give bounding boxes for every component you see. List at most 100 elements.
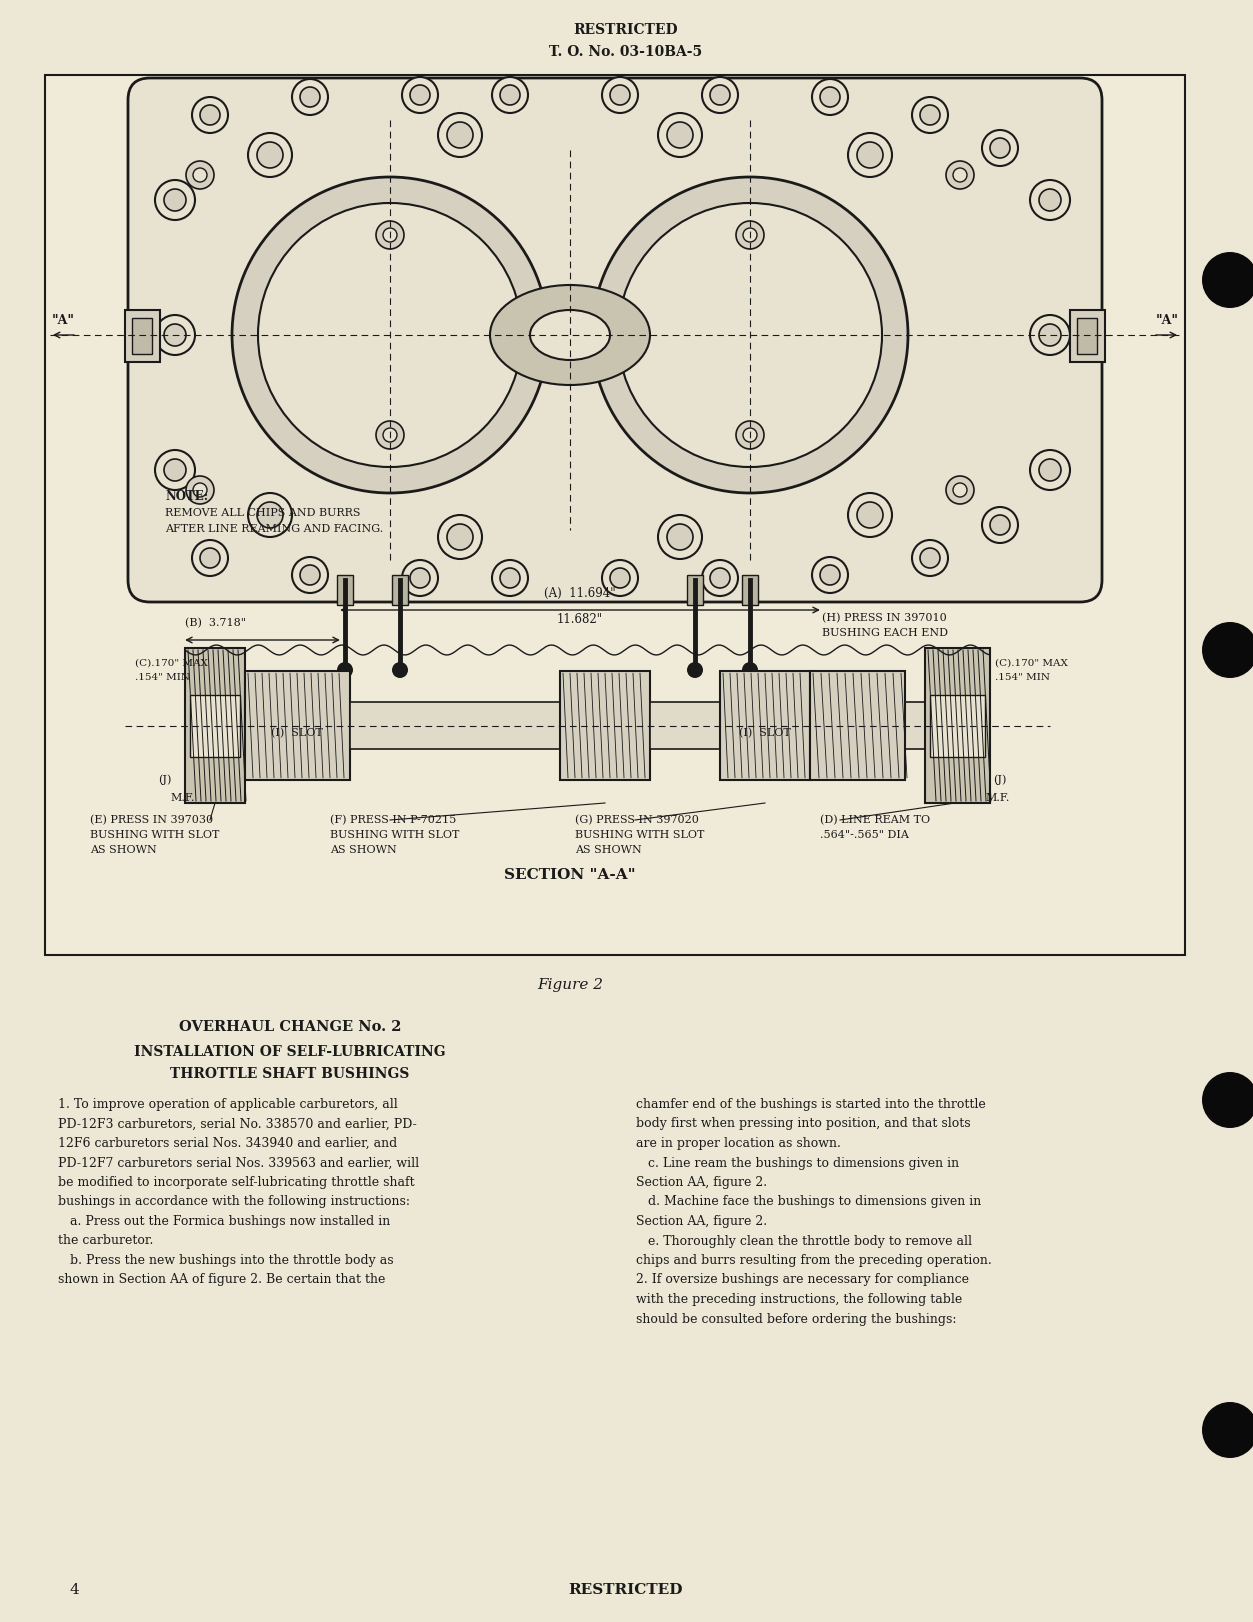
Circle shape (743, 229, 757, 242)
Text: M.F.: M.F. (170, 793, 194, 803)
Circle shape (439, 516, 482, 560)
Circle shape (982, 130, 1017, 165)
Text: BUSHING WITH SLOT: BUSHING WITH SLOT (90, 830, 219, 840)
Circle shape (1202, 621, 1253, 678)
Circle shape (667, 524, 693, 550)
Text: (I)  SLOT: (I) SLOT (271, 728, 323, 738)
Text: with the preceding instructions, the following table: with the preceding instructions, the fol… (637, 1293, 962, 1306)
Circle shape (857, 501, 883, 529)
Text: PD-12F7 carburetors serial Nos. 339563 and earlier, will: PD-12F7 carburetors serial Nos. 339563 a… (58, 1156, 419, 1169)
Circle shape (990, 138, 1010, 157)
Circle shape (710, 84, 730, 105)
Circle shape (248, 133, 292, 177)
Text: PD-12F3 carburetors, serial No. 338570 and earlier, PD-: PD-12F3 carburetors, serial No. 338570 a… (58, 1118, 417, 1131)
Circle shape (192, 97, 228, 133)
Circle shape (439, 114, 482, 157)
Bar (930, 694, 985, 756)
Circle shape (812, 79, 848, 115)
Text: c. Line ream the bushings to dimensions given in: c. Line ream the bushings to dimensions … (637, 1156, 959, 1169)
Text: chips and burrs resulting from the preceding operation.: chips and burrs resulting from the prece… (637, 1254, 992, 1267)
Bar (809, 672, 905, 780)
Text: body first when pressing into position, and that slots: body first when pressing into position, … (637, 1118, 971, 1131)
Text: bushings in accordance with the following instructions:: bushings in accordance with the followin… (58, 1195, 410, 1208)
Circle shape (185, 475, 214, 504)
Text: Figure 2: Figure 2 (538, 978, 603, 993)
Bar (190, 694, 241, 756)
Circle shape (392, 662, 408, 678)
Text: AS SHOWN: AS SHOWN (90, 845, 157, 855)
Bar (185, 649, 246, 803)
Bar (350, 702, 560, 749)
Text: AFTER LINE REAMING AND FACING.: AFTER LINE REAMING AND FACING. (165, 524, 383, 534)
Circle shape (376, 422, 403, 449)
Circle shape (155, 315, 195, 355)
Circle shape (376, 221, 403, 250)
Circle shape (447, 122, 472, 148)
Text: (B)  3.718": (B) 3.718" (185, 618, 246, 628)
Text: 12F6 carburetors serial Nos. 343940 and earlier, and: 12F6 carburetors serial Nos. 343940 and … (58, 1137, 397, 1150)
FancyBboxPatch shape (128, 78, 1101, 602)
Text: BUSHING EACH END: BUSHING EACH END (822, 628, 949, 637)
Bar (246, 672, 350, 780)
Text: shown in Section AA of figure 2. Be certain that the: shown in Section AA of figure 2. Be cert… (58, 1273, 386, 1286)
Circle shape (946, 161, 974, 190)
Circle shape (500, 568, 520, 589)
Bar (720, 672, 809, 780)
Circle shape (447, 524, 472, 550)
Circle shape (710, 568, 730, 589)
Circle shape (193, 483, 207, 496)
Bar (132, 318, 152, 354)
Ellipse shape (490, 285, 650, 384)
Circle shape (819, 88, 840, 107)
Circle shape (492, 560, 528, 595)
Circle shape (155, 180, 195, 221)
Circle shape (1039, 190, 1061, 211)
Text: M.F.: M.F. (985, 793, 1010, 803)
Circle shape (702, 76, 738, 114)
Circle shape (687, 662, 703, 678)
Circle shape (857, 143, 883, 169)
Circle shape (912, 97, 949, 133)
Circle shape (1030, 449, 1070, 490)
Circle shape (954, 169, 967, 182)
Circle shape (383, 428, 397, 443)
Circle shape (500, 84, 520, 105)
Circle shape (1030, 180, 1070, 221)
Circle shape (601, 560, 638, 595)
Circle shape (946, 475, 974, 504)
Text: .564"-.565" DIA: .564"-.565" DIA (819, 830, 908, 840)
Circle shape (658, 516, 702, 560)
Text: (D) LINE REAM TO: (D) LINE REAM TO (819, 814, 930, 826)
Text: .154" MIN: .154" MIN (995, 673, 1050, 683)
Circle shape (185, 161, 214, 190)
Text: "A": "A" (1155, 313, 1179, 326)
Text: AS SHOWN: AS SHOWN (330, 845, 397, 855)
Circle shape (702, 560, 738, 595)
Circle shape (812, 556, 848, 594)
Bar (125, 310, 160, 362)
Circle shape (819, 564, 840, 586)
Text: 11.682": 11.682" (556, 613, 603, 626)
Circle shape (1030, 315, 1070, 355)
Text: d. Machine face the bushings to dimensions given in: d. Machine face the bushings to dimensio… (637, 1195, 981, 1208)
Text: SECTION "A-A": SECTION "A-A" (504, 868, 635, 882)
Circle shape (257, 501, 283, 529)
Text: (C).170" MAX: (C).170" MAX (135, 659, 208, 668)
Circle shape (848, 133, 892, 177)
Circle shape (1202, 251, 1253, 308)
Text: Section AA, figure 2.: Section AA, figure 2. (637, 1215, 767, 1228)
Circle shape (658, 114, 702, 157)
Text: NOTE:: NOTE: (165, 490, 208, 503)
Text: T. O. No. 03-10BA-5: T. O. No. 03-10BA-5 (549, 45, 703, 58)
Bar (560, 672, 650, 780)
Text: (F) PRESS IN P-70215: (F) PRESS IN P-70215 (330, 814, 456, 826)
Circle shape (601, 76, 638, 114)
Text: REMOVE ALL CHIPS AND BURRS: REMOVE ALL CHIPS AND BURRS (165, 508, 361, 517)
Bar (45, 75, 1185, 955)
Circle shape (248, 493, 292, 537)
Text: 4: 4 (70, 1583, 80, 1598)
Circle shape (954, 483, 967, 496)
Circle shape (410, 84, 430, 105)
Circle shape (492, 76, 528, 114)
Text: (H) PRESS IN 397010: (H) PRESS IN 397010 (822, 613, 947, 623)
